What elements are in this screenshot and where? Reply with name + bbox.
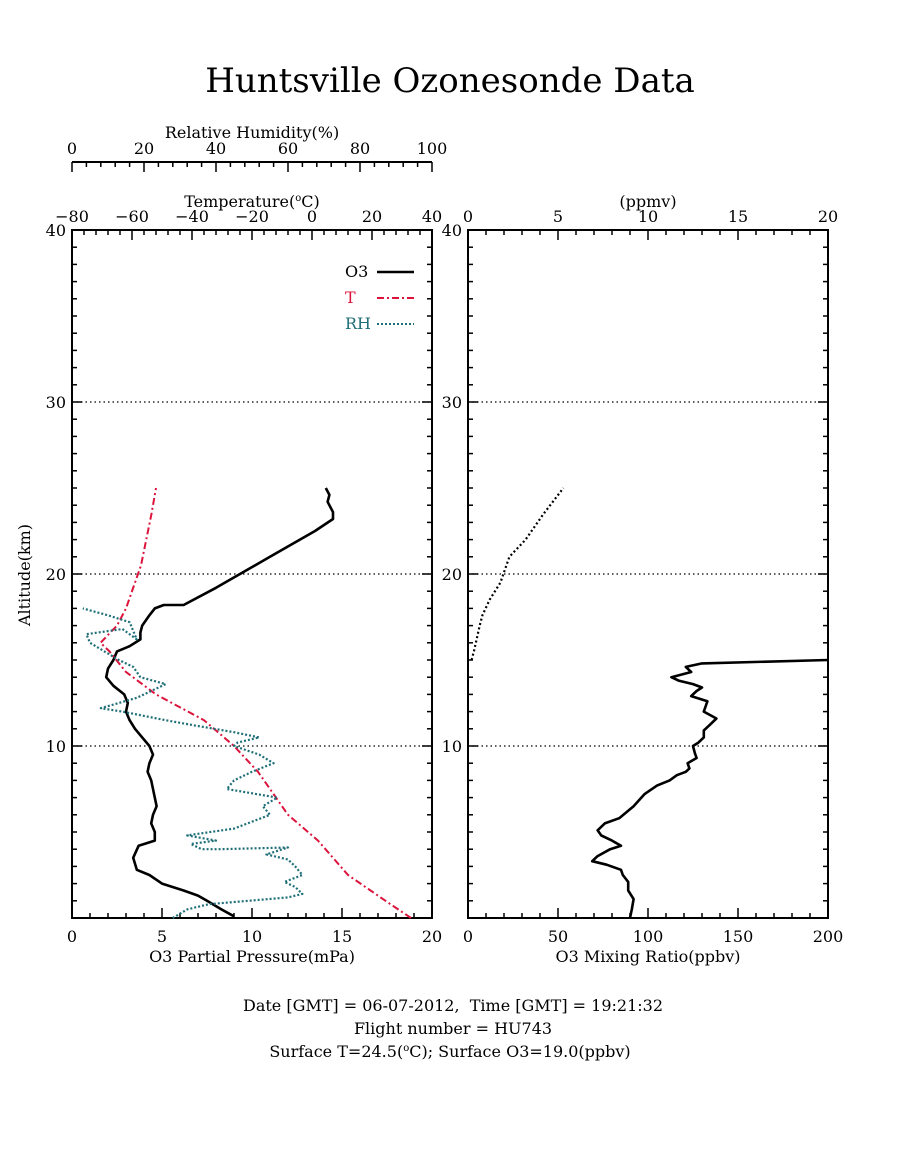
x-tick-label: 100 [633,927,664,946]
ppmv-tick-label: 10 [638,207,658,226]
y-tick-label: 10 [46,737,66,756]
ppmv-tick-label: 15 [728,207,748,226]
y-tick-label: 20 [46,565,66,584]
x-tick-label: 150 [723,927,754,946]
x-tick-label: 10 [242,927,262,946]
rh-tick-label: 40 [206,139,226,158]
series-line-o3-ppbv [590,658,829,919]
temperature-tick-label: 20 [362,207,382,226]
x-tick-label: 200 [813,927,844,946]
y-tick-label: 30 [442,393,462,412]
o3-partial-pressure-axis-label: O3 Partial Pressure(mPa) [149,947,355,966]
ppmv-tick-label: 20 [818,207,838,226]
y-tick-label: 30 [46,393,66,412]
temperature-axis-label: Temperature(oC) [184,192,320,211]
left-panel: 10 20 30 40 0 5 10 15 20 −80 −60 −40 −20 0 20 40 0 20 40 60… [46,139,448,946]
chart-title: Huntsville Ozonesonde Data [205,61,695,101]
y-tick-label: 20 [442,565,462,584]
temperature-tick-label: −40 [175,207,209,226]
series-line-t [99,487,412,919]
rh-tick-label: 0 [67,139,77,158]
series-line-rh [82,607,304,919]
ppmv-tick-label: 0 [463,207,473,226]
footer-surface-values: Surface T=24.5(oC); Surface O3=19.0(ppbv… [269,1042,630,1061]
ppmv-tick-label: 5 [553,207,563,226]
rh-tick-label: 80 [350,139,370,158]
legend-label-o3: O3 [345,262,368,281]
legend-label-rh: RH [345,314,371,333]
x-tick-label: 0 [67,927,77,946]
legend-label-t: T [345,288,356,307]
rh-tick-label: 60 [278,139,298,158]
series-line-o3 [104,487,335,918]
x-tick-label: 5 [157,927,167,946]
footer-date-time: Date [GMT] = 06-07-2012, Time [GMT] = 19… [243,996,663,1015]
footer-flight-number: Flight number = HU743 [354,1019,552,1038]
temperature-tick-label: 40 [422,207,442,226]
x-tick-label: 20 [422,927,442,946]
y-tick-label: 40 [442,221,462,240]
temperature-tick-label: −60 [115,207,149,226]
rh-axis-label: Relative Humidity(%) [165,123,339,142]
rh-tick-label: 20 [134,139,154,158]
x-tick-label: 50 [548,927,568,946]
rh-tick-label: 100 [417,139,448,158]
x-tick-label: 0 [463,927,473,946]
temperature-tick-label: −20 [235,207,269,226]
y-tick-label: 10 [442,737,462,756]
o3-mixing-ratio-axis-label: O3 Mixing Ratio(ppbv) [555,947,740,966]
temperature-tick-label: 0 [307,207,317,226]
temperature-tick-label: −80 [55,207,89,226]
ppmv-axis-label: (ppmv) [619,192,676,211]
altitude-axis-label: Altitude(km) [15,524,34,627]
x-tick-label: 15 [332,927,352,946]
legend: O3 T RH [345,262,414,333]
y-tick-label: 40 [46,221,66,240]
series-line-o3-ppmv [470,487,565,661]
